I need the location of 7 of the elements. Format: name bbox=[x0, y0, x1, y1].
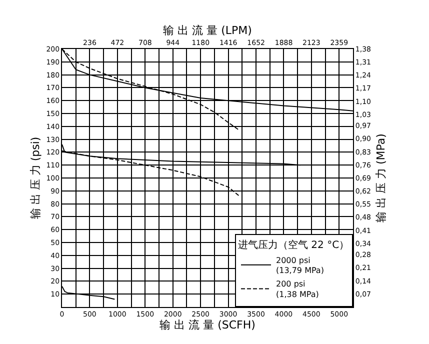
legend-label: 200 psi (1,38 MPa) bbox=[276, 280, 319, 300]
legend-title: 进气压力（空气 22 °C） bbox=[238, 239, 350, 251]
legend-label: 2000 psi (13,79 MPa) bbox=[276, 256, 324, 276]
x2-axis-title: 输 出 流 量 (LPM) bbox=[163, 24, 252, 37]
x-axis-title: 输 出 流 量 (SCFH) bbox=[160, 318, 256, 332]
y2-axis-title: 输 出 压 力 (MPa) bbox=[374, 134, 388, 222]
y-axis-title: 输 出 压 力 (psi) bbox=[28, 136, 42, 220]
